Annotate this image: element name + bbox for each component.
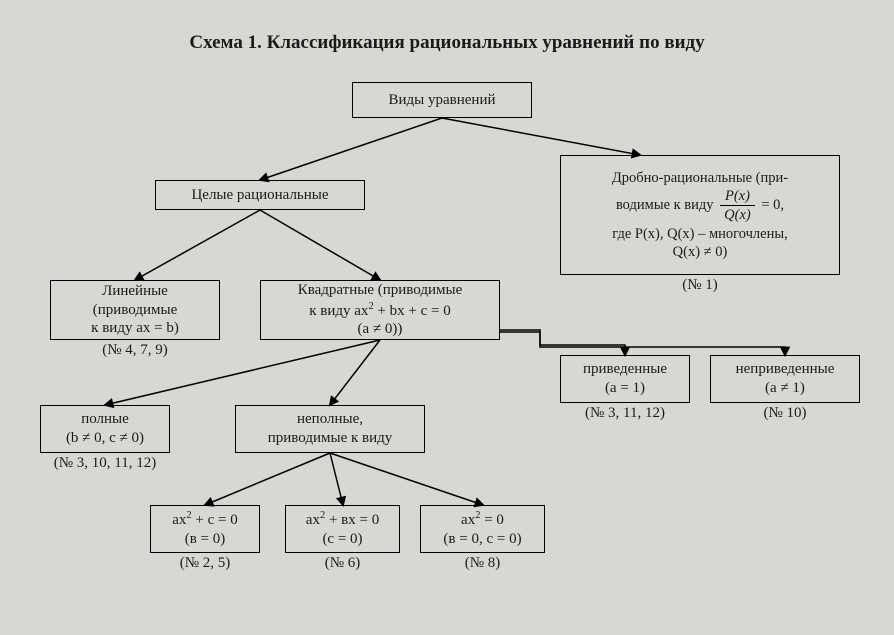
linear-l1: Линейные xyxy=(102,282,168,301)
node-incomplete-c-sub: (№ 2, 5) xyxy=(150,555,260,572)
fraction-den: Q(x) xyxy=(720,206,755,224)
linear-l2: (приводимые xyxy=(93,301,178,320)
fraction-num: P(x) xyxy=(720,187,755,206)
linear-l3: к виду ax = b) xyxy=(91,319,179,338)
node-incomplete-zero: ax2 = 0 (в = 0, c = 0) xyxy=(420,505,545,553)
node-fractional-rational: Дробно-рациональные (при- водимые к виду… xyxy=(560,155,840,275)
nonreduced-l1: неприведенные xyxy=(736,360,835,379)
full-l2: (b ≠ 0, c ≠ 0) xyxy=(66,429,144,448)
node-nonreduced: неприведенные (a ≠ 1) xyxy=(710,355,860,403)
node-full-sub: (№ 3, 10, 11, 12) xyxy=(40,455,170,472)
node-linear-sub: (№ 4, 7, 9) xyxy=(50,342,220,359)
inc0-l2: (в = 0, c = 0) xyxy=(443,530,521,549)
node-incomplete-b-sub: (№ 6) xyxy=(285,555,400,572)
node-root: Виды уравнений xyxy=(352,82,532,118)
quad-l2: к виду ax2 + bx + c = 0 xyxy=(309,300,450,321)
node-quadratic: Квадратные (приводимые к виду ax2 + bx +… xyxy=(260,280,500,340)
node-incomplete-zero-sub: (№ 8) xyxy=(420,555,545,572)
node-integer-rational: Целые рациональные xyxy=(155,180,365,210)
node-reduced-sub: (№ 3, 11, 12) xyxy=(560,405,690,422)
incc-l1: ax2 + c = 0 xyxy=(172,509,238,530)
incc-pre: ax xyxy=(172,512,186,528)
incomplete-l1: неполные, xyxy=(297,410,363,429)
quad-l3: (a ≠ 0)) xyxy=(358,320,403,339)
nonreduced-l2: (a ≠ 1) xyxy=(765,379,805,398)
frac-line2: водимые к виду P(x) Q(x) = 0, xyxy=(616,187,784,224)
frac-line2-pre: водимые к виду xyxy=(616,197,717,213)
node-full: полные (b ≠ 0, c ≠ 0) xyxy=(40,405,170,453)
fraction: P(x) Q(x) xyxy=(720,187,755,224)
node-root-text: Виды уравнений xyxy=(389,91,496,110)
node-nonreduced-sub: (№ 10) xyxy=(710,405,860,422)
node-linear: Линейные (приводимые к виду ax = b) xyxy=(50,280,220,340)
incb-pre: ax xyxy=(306,512,320,528)
node-incomplete-b: ax2 + вx = 0 (c = 0) xyxy=(285,505,400,553)
node-fractional-sub: (№ 1) xyxy=(560,277,840,294)
node-reduced: приведенные (a = 1) xyxy=(560,355,690,403)
incb-l2: (c = 0) xyxy=(322,530,362,549)
frac-line4: Q(x) ≠ 0) xyxy=(673,243,728,261)
full-l1: полные xyxy=(81,410,129,429)
quad-l2-post: + bx + c = 0 xyxy=(374,303,451,319)
frac-line3: где P(x), Q(x) – многочлены, xyxy=(612,225,788,243)
inc0-post: = 0 xyxy=(480,512,503,528)
quad-l2-pre: к виду ax xyxy=(309,303,368,319)
reduced-l1: приведенные xyxy=(583,360,667,379)
incomplete-l2: приводимые к виду xyxy=(268,429,393,448)
inc0-pre: ax xyxy=(461,512,475,528)
node-integer-rational-text: Целые рациональные xyxy=(191,186,328,205)
quad-l1: Квадратные (приводимые xyxy=(298,281,463,300)
frac-line1: Дробно-рациональные (при- xyxy=(612,169,788,187)
incb-post: + вx = 0 xyxy=(325,512,379,528)
incc-post: + c = 0 xyxy=(192,512,238,528)
node-incomplete-c: ax2 + c = 0 (в = 0) xyxy=(150,505,260,553)
diagram-title: Схема 1. Классификация рациональных урав… xyxy=(0,32,894,54)
inc0-l1: ax2 = 0 xyxy=(461,509,504,530)
frac-line2-eq: = 0, xyxy=(761,197,784,213)
reduced-l2: (a = 1) xyxy=(605,379,645,398)
incc-l2: (в = 0) xyxy=(185,530,226,549)
node-incomplete: неполные, приводимые к виду xyxy=(235,405,425,453)
incb-l1: ax2 + вx = 0 xyxy=(306,509,379,530)
